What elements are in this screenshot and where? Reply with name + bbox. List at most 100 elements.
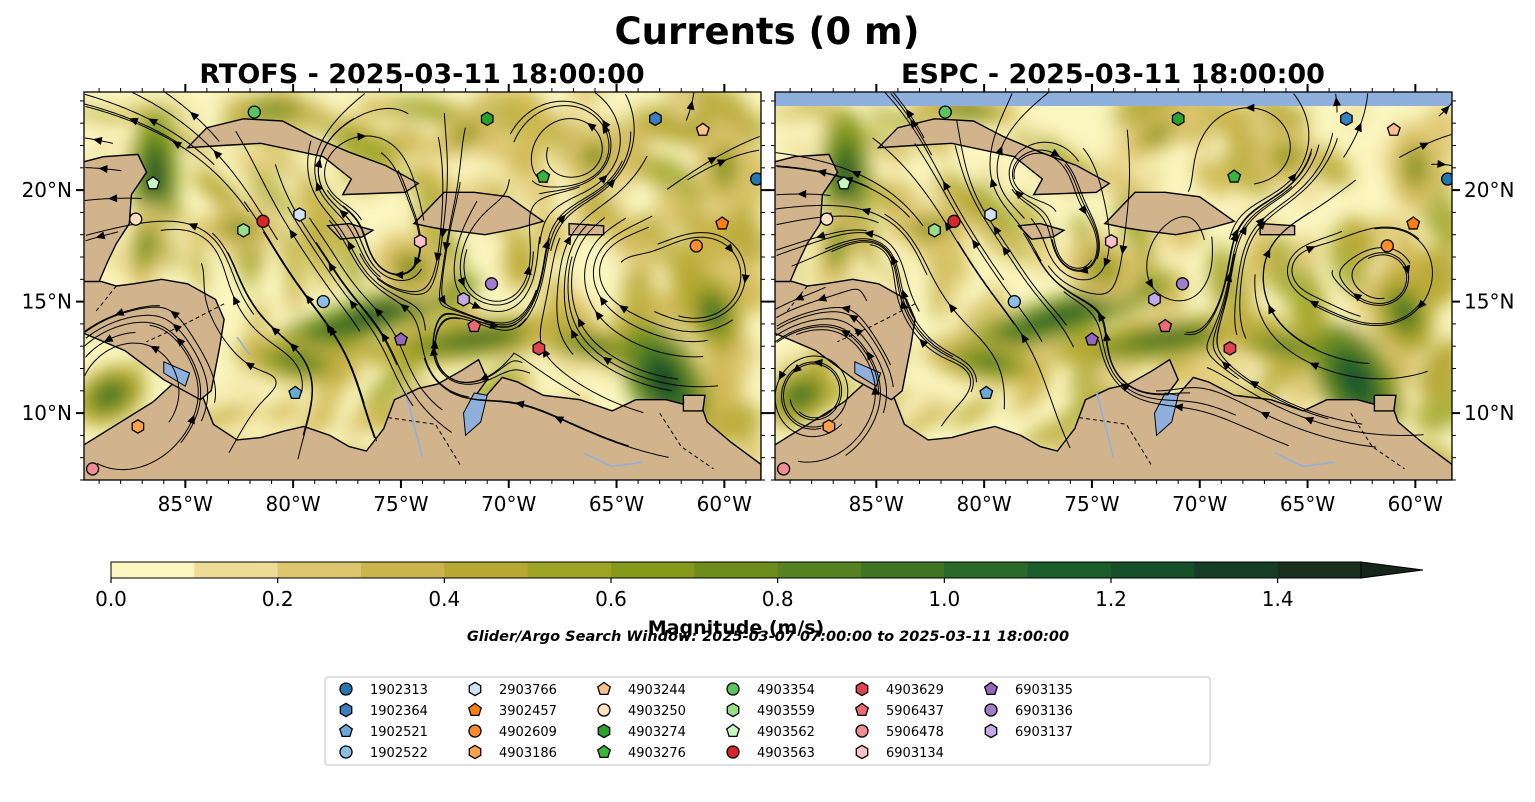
map-panel-rtofs: 85°W 80°W 75°W 70°W 65°W 60°W 20°N 15°N 10°N [22,84,769,516]
streamline-arrow [1419,142,1430,151]
colorbar-bin [444,562,529,578]
streamline-arrow [213,149,223,160]
streamline-arrow [489,321,500,329]
streamline-arrow [150,345,160,354]
streamline-arrow [840,305,851,314]
streamline-arrow [1352,292,1363,302]
streamline-arrow [861,207,871,216]
legend-label: 4903562 [757,725,815,740]
country-border [1078,417,1153,467]
field-jet [441,331,512,348]
legend-marker [725,723,741,737]
streamline-arrow [556,214,566,224]
streamline-arrow [1173,403,1184,412]
legend-label: 4903354 [757,683,815,698]
streamline-arrow [1304,416,1315,425]
field-patch [950,396,996,428]
colorbar-bin [111,562,195,578]
field-jet [1132,331,1203,348]
legend-label: 4903629 [886,683,944,698]
field-patch [723,206,761,263]
streamline-arrow [305,294,315,305]
river [236,336,251,356]
field-patch [916,401,952,427]
field-patch [348,402,390,432]
panel-title-espc: ESPC - 2025-03-11 18:00:00 [901,59,1325,90]
streamline-arrow [1287,173,1297,183]
streamline-arrow [289,342,299,353]
float-marker-4903186 [822,419,836,434]
legend-marker [596,744,612,758]
streamline-arrow [471,301,482,309]
streamline-arrow [910,118,919,129]
float-marker-4902609 [689,239,703,253]
legend-item-6903137: 6903137 [984,723,1073,740]
streamline-arrow [1103,331,1111,342]
y-tick-label: 20°N [22,178,72,202]
colorbar-tick-label: 0.6 [595,587,627,611]
float-marker-6903136 [484,277,499,291]
legend-item-2903766: 2903766 [468,681,557,698]
legend-marker [855,744,869,760]
legend-marker [339,682,353,696]
streamline-arrow [570,329,579,339]
float-marker-4903563 [256,214,270,228]
legend-marker [467,702,483,716]
colorbar-bin [944,562,1029,578]
legend-label: 2903766 [499,683,557,698]
field-patch [1425,243,1452,303]
field-patch [279,227,304,284]
field-jet [704,300,723,326]
colorbar-bin [861,562,945,578]
legend-marker [726,702,740,718]
float-marker-1902521 [288,385,303,399]
field-patch [780,143,802,157]
legend-item-1902522: 1902522 [339,745,428,761]
streamline-arrow [906,108,915,119]
legend-marker [855,681,869,697]
streamline-arrow [599,296,609,306]
float-marker-4903276 [1227,169,1242,183]
field-patch [272,401,301,424]
streamline-arrow [314,158,323,168]
field-patch [1030,237,1054,275]
streamline-arrow [1145,278,1154,289]
legend-label: 4903559 [757,704,815,719]
streamline-arrow [1437,159,1447,168]
land-yucatan [84,153,148,283]
legend-marker [726,745,740,759]
field-jet [790,386,812,405]
float-marker-4903354 [938,105,952,119]
field-patch [1220,152,1273,198]
streamline-arrow [103,334,114,343]
legend-label: 4902609 [499,725,557,740]
colorbar-bin [277,562,362,578]
field-patch [867,174,908,219]
colorbar-tick-label: 1.0 [928,587,960,611]
streamline-arrow [944,221,953,232]
streamline-arrow [1309,300,1320,309]
streamline-arrow [606,178,616,189]
streamline-arrow [328,262,337,272]
streamline-arrow [430,346,438,356]
streamline-arrow [853,327,864,337]
streamline-arrow [148,118,159,127]
x-tick-label: 60°W [697,492,752,516]
field-patch [188,235,208,293]
legend-marker [597,703,611,717]
field-patch [674,92,695,123]
legend-item-3902457: 3902457 [467,702,557,719]
legend-label: 1902522 [370,746,428,761]
field-jet [1407,154,1424,182]
country-border [146,303,225,343]
float-marker-4903274 [480,111,494,127]
field-patch [358,96,403,120]
field-patch [1230,358,1257,384]
x-tick-label: 80°W [956,492,1011,516]
float-marker-1902522 [316,294,330,309]
river [1095,390,1115,458]
lake-nicaragua [163,361,191,388]
streamline-arrow [439,228,448,239]
colorbar-tick-label: 1.4 [1262,587,1294,611]
legend-marker [984,703,998,717]
